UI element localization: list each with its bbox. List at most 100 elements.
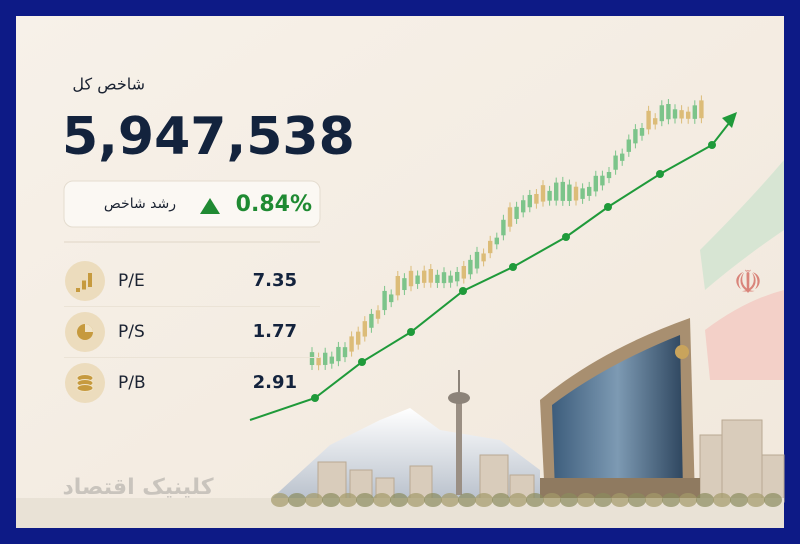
icon-bar: [82, 280, 86, 290]
candle-body: [587, 186, 592, 196]
trend-dot: [311, 394, 319, 402]
candle-body: [428, 269, 433, 283]
trend-dot: [708, 141, 716, 149]
ratio-icon: [77, 324, 93, 340]
tree: [543, 493, 561, 507]
icon-bar: [88, 273, 92, 287]
tree: [764, 493, 782, 507]
candle-body: [527, 194, 532, 208]
candle-body: [389, 294, 394, 303]
candle-body: [362, 321, 367, 337]
trend-arrow: [722, 112, 737, 128]
candle-body: [686, 111, 691, 119]
ratio-row: P/B 2.91: [65, 363, 297, 403]
candle-body: [613, 155, 618, 170]
candle-body: [488, 240, 493, 254]
tree: [271, 493, 289, 507]
flag-red: [705, 290, 784, 380]
candle-body: [323, 352, 328, 365]
candle-body: [600, 175, 605, 186]
trend-dot: [656, 170, 664, 178]
tree: [560, 493, 578, 507]
tree: [339, 493, 357, 507]
growth-arrow: [200, 198, 220, 214]
tree: [458, 493, 476, 507]
tree: [390, 493, 408, 507]
skyline: [317, 419, 785, 503]
candle-body: [573, 186, 579, 201]
tree: [509, 493, 527, 507]
candle-body: [514, 206, 519, 219]
tree: [679, 493, 697, 507]
icon-coin: [76, 384, 94, 392]
candle-body: [580, 188, 585, 199]
candle-body: [534, 193, 539, 204]
candle-body: [316, 357, 321, 366]
building: [540, 318, 700, 504]
candle-body: [435, 274, 440, 283]
candle-body: [620, 153, 625, 161]
flag-green: [700, 160, 784, 290]
tree: [441, 493, 459, 507]
candle-body: [402, 278, 407, 291]
tower: [448, 370, 470, 495]
growth-value: 0.84%: [236, 192, 312, 217]
tree: [696, 493, 714, 507]
tree: [577, 493, 595, 507]
candle-body: [329, 356, 334, 364]
candle-body: [633, 129, 638, 144]
candle-body: [349, 336, 354, 352]
tree: [730, 493, 748, 507]
tree: [526, 493, 544, 507]
candle-body: [375, 310, 381, 319]
candle-body: [474, 251, 480, 269]
candle-body: [507, 207, 513, 227]
candle-body: [382, 290, 387, 311]
candle-body: [666, 104, 671, 120]
trend-dot: [509, 263, 517, 271]
growth-pill: [63, 180, 321, 228]
trend-dot: [562, 233, 570, 241]
candle-body: [554, 182, 559, 201]
ratio-row: P/E 7.35: [64, 261, 320, 307]
tree: [645, 493, 663, 507]
candle-body: [659, 105, 664, 122]
icon-slice: [85, 324, 93, 332]
ratio-row: P/S 1.77: [64, 312, 320, 358]
trend-dots: [311, 141, 716, 402]
candle-body: [468, 259, 473, 275]
candle-body: [441, 272, 447, 284]
candle-body: [494, 237, 499, 245]
trend-dot: [459, 287, 467, 295]
candle-body: [408, 270, 414, 287]
trees: [271, 493, 782, 507]
tree: [594, 493, 612, 507]
tree: [628, 493, 646, 507]
candle-body: [422, 270, 427, 283]
candle-body: [521, 200, 526, 213]
candle-body: [336, 346, 341, 362]
candle-body: [415, 275, 420, 284]
candle-body: [567, 184, 572, 201]
candle-body: [309, 352, 315, 365]
watermark: کلینیک اقتصاد: [62, 475, 213, 500]
ratio-label: P/B: [118, 373, 146, 393]
tree: [747, 493, 765, 507]
candle-body: [455, 271, 460, 282]
candle-body: [653, 118, 658, 125]
ratio-label: P/E: [118, 271, 145, 291]
tree: [322, 493, 340, 507]
candle-body: [369, 313, 374, 328]
ratio-icon: [76, 273, 92, 292]
tree: [475, 493, 493, 507]
ratio-value: 7.35: [253, 270, 297, 291]
ratio-value: 2.91: [253, 372, 297, 393]
candle-body: [481, 253, 486, 262]
tree: [424, 493, 442, 507]
tree: [288, 493, 306, 507]
trend-dot: [407, 328, 415, 336]
tree: [662, 493, 680, 507]
candle-body: [646, 110, 651, 130]
ratio-list: P/E 7.35 P/S 1.77 P/B 2.91: [64, 261, 320, 403]
